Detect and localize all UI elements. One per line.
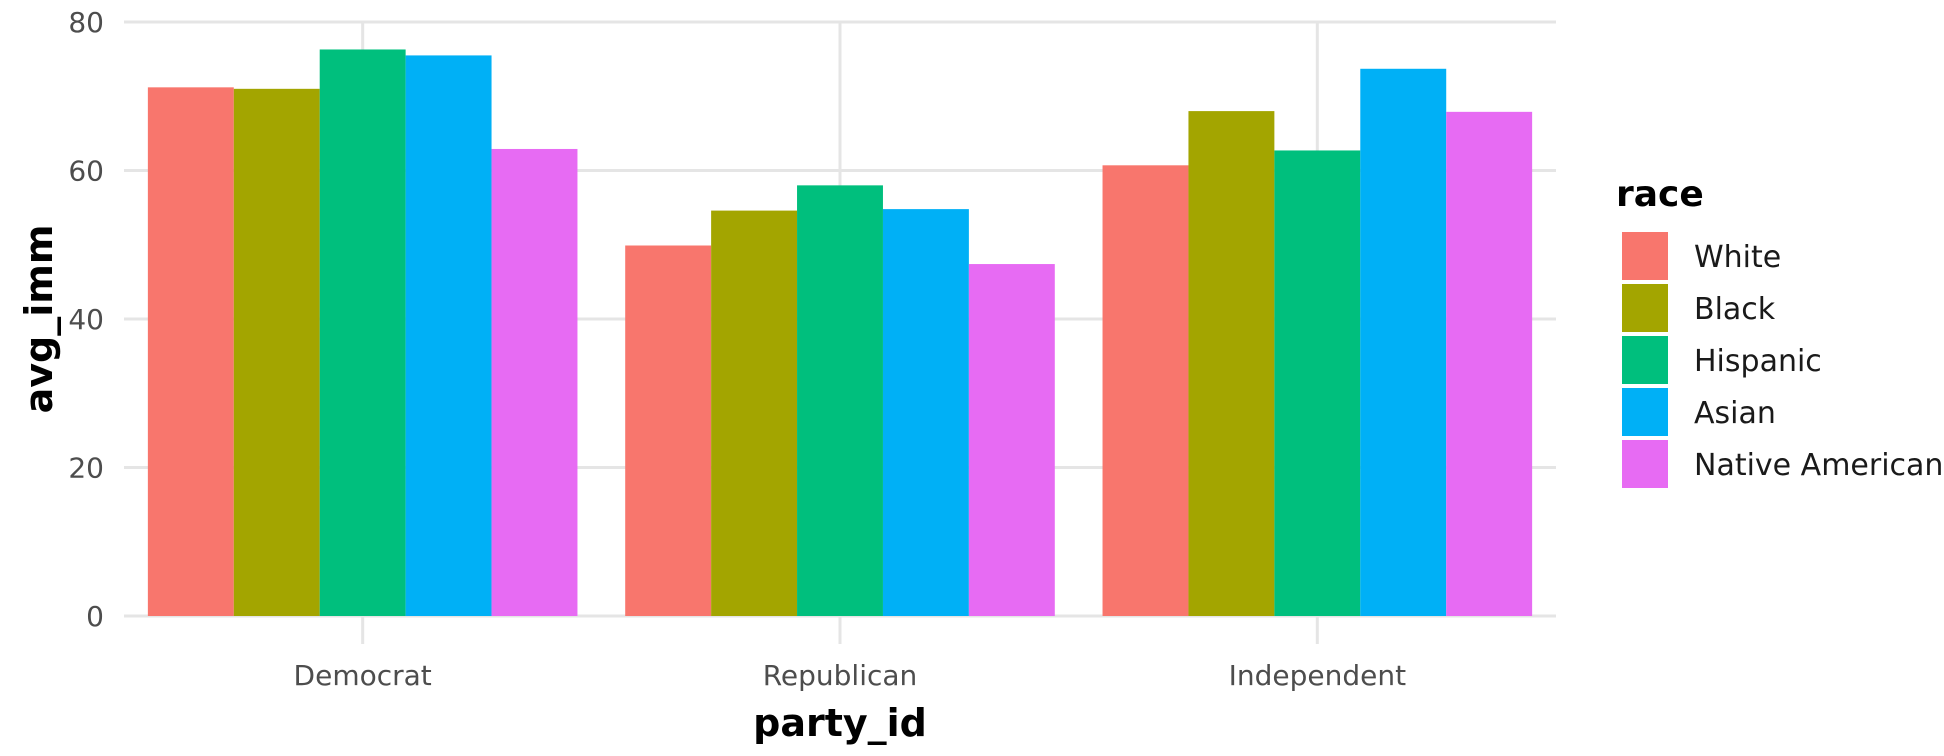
bar	[1102, 165, 1189, 617]
legend-swatch	[1622, 336, 1668, 384]
x-tick-label: Democrat	[294, 659, 432, 692]
y-tick-label: 60	[68, 155, 104, 188]
legend-swatch	[1622, 440, 1668, 488]
legend-label: Hispanic	[1694, 344, 1822, 379]
legend-swatch	[1622, 284, 1668, 332]
bar	[1274, 150, 1361, 616]
bar	[1446, 111, 1533, 616]
bar	[625, 245, 712, 616]
legend-swatch	[1622, 388, 1668, 436]
tick-labels: 0 20 40 60 80 Democrat Republican Independent	[68, 6, 1406, 692]
x-tick-label: Republican	[763, 659, 918, 692]
legend-swatch	[1622, 232, 1668, 280]
y-tick-label: 20	[68, 452, 104, 485]
bar	[319, 49, 406, 617]
legend: race White Black Hispanic Asian Native Ameri…	[1616, 174, 1943, 488]
legend-title: race	[1616, 174, 1704, 215]
bar	[147, 87, 234, 617]
y-tick-label: 0	[86, 600, 104, 633]
legend-label: Native American	[1694, 448, 1943, 483]
legend-label: White	[1694, 240, 1781, 275]
bar	[405, 55, 492, 617]
bar	[882, 209, 969, 617]
x-tick-label: Independent	[1229, 659, 1406, 692]
bar	[491, 148, 578, 616]
y-tick-label: 40	[68, 303, 104, 336]
bar	[711, 210, 798, 616]
y-axis-title: avg_imm	[17, 225, 61, 414]
x-axis-title: party_id	[753, 701, 927, 745]
bar	[797, 185, 883, 616]
bar	[1360, 68, 1447, 617]
bars	[147, 49, 1533, 617]
bar	[1188, 111, 1275, 616]
bar	[968, 264, 1055, 616]
legend-label: Black	[1694, 292, 1776, 327]
legend-label: Asian	[1694, 396, 1776, 431]
y-tick-label: 80	[68, 6, 104, 39]
bar	[233, 88, 320, 616]
